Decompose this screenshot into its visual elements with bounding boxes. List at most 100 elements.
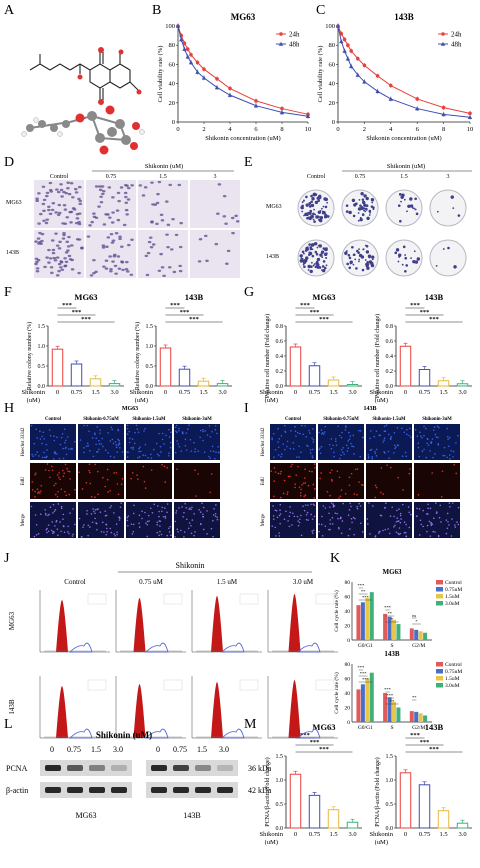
stained-nucleus	[437, 442, 440, 445]
stained-nucleus	[347, 534, 350, 537]
stained-nucleus	[280, 435, 283, 437]
stained-nucleus	[160, 451, 162, 453]
colony	[457, 214, 461, 217]
stained-nucleus	[136, 474, 138, 477]
column-label: 3	[214, 174, 217, 180]
data-point	[227, 92, 233, 97]
legend-label: 48h	[451, 41, 462, 49]
stained-cell	[114, 272, 118, 275]
x-tick-label: 0	[294, 831, 297, 838]
stained-nucleus	[190, 532, 193, 535]
stained-nucleus	[50, 465, 53, 468]
stained-nucleus	[304, 494, 307, 496]
stained-nucleus	[52, 512, 54, 514]
colony	[362, 207, 366, 210]
stained-nucleus	[114, 534, 117, 537]
stained-nucleus	[297, 465, 299, 468]
colony	[309, 269, 313, 274]
stained-cell	[56, 190, 61, 194]
x-axis-label-unit: (uM)	[265, 397, 278, 404]
stained-nucleus	[329, 494, 331, 497]
legend-swatch	[436, 587, 443, 592]
data-point	[356, 56, 360, 61]
stained-cell	[48, 188, 53, 192]
stained-cell	[101, 246, 106, 249]
stained-nucleus	[183, 511, 185, 514]
stained-nucleus	[426, 530, 428, 533]
stained-nucleus	[286, 491, 289, 493]
stained-cell	[63, 264, 67, 268]
stained-cell	[111, 211, 115, 214]
colony	[442, 248, 445, 250]
stained-cell	[115, 209, 120, 212]
stained-nucleus	[47, 514, 49, 517]
stained-nucleus	[405, 523, 407, 526]
row-label: Merge	[261, 514, 266, 526]
y-tick-label: 0.2	[276, 369, 284, 375]
stained-nucleus	[57, 503, 60, 505]
protein-band	[151, 787, 167, 793]
stained-nucleus	[89, 449, 91, 452]
stained-cell	[48, 181, 53, 185]
stained-nucleus	[319, 447, 321, 449]
stained-nucleus	[311, 456, 314, 459]
stained-nucleus	[208, 425, 211, 427]
bar	[197, 380, 210, 387]
stained-nucleus	[417, 494, 420, 496]
x-tick-label: 4	[228, 126, 232, 133]
stained-nucleus	[396, 517, 399, 519]
stained-nucleus	[294, 486, 296, 489]
stained-nucleus	[344, 492, 347, 495]
colony	[397, 204, 401, 207]
stained-nucleus	[307, 484, 310, 487]
bar	[418, 784, 431, 829]
fluorescence-image	[126, 424, 172, 460]
stained-nucleus	[101, 521, 104, 524]
stained-cell	[61, 237, 66, 240]
bar	[456, 383, 469, 387]
colony	[313, 220, 316, 223]
stained-nucleus	[104, 510, 106, 512]
stained-nucleus	[434, 453, 436, 455]
stained-nucleus	[389, 438, 392, 441]
s-g2-curve	[297, 642, 321, 653]
stained-nucleus	[113, 512, 115, 514]
chart-title: MG63	[312, 292, 335, 302]
data-point	[342, 37, 347, 42]
stained-nucleus	[142, 454, 145, 457]
x-axis-label: Shikonin	[260, 831, 284, 838]
stained-nucleus	[448, 436, 451, 439]
stained-nucleus	[374, 535, 377, 538]
stained-nucleus	[393, 526, 395, 528]
stained-nucleus	[36, 488, 39, 491]
stained-nucleus	[331, 516, 334, 519]
stained-nucleus	[419, 519, 422, 522]
stained-cell	[126, 198, 131, 201]
stained-nucleus	[117, 493, 120, 496]
stained-nucleus	[343, 453, 345, 455]
stained-nucleus	[303, 509, 306, 512]
stained-cell	[101, 190, 106, 193]
y-tick-label: 0	[172, 119, 175, 126]
data-point	[375, 89, 380, 94]
stained-nucleus	[85, 445, 88, 447]
stained-nucleus	[367, 453, 370, 456]
stained-nucleus	[306, 444, 308, 447]
stained-nucleus	[334, 438, 337, 440]
data-point	[349, 49, 354, 53]
stained-nucleus	[121, 451, 124, 453]
colony	[309, 209, 313, 213]
stained-nucleus	[34, 495, 36, 498]
stained-nucleus	[67, 530, 69, 533]
stained-cell	[57, 203, 62, 207]
stained-nucleus	[213, 507, 215, 510]
colony	[368, 255, 371, 259]
stained-nucleus	[58, 457, 61, 460]
stained-nucleus	[307, 519, 309, 521]
stained-nucleus	[431, 438, 434, 440]
colony	[325, 256, 327, 259]
stained-nucleus	[393, 452, 395, 454]
legend-swatch	[436, 676, 443, 681]
colony	[370, 205, 374, 208]
stained-nucleus	[208, 455, 210, 458]
